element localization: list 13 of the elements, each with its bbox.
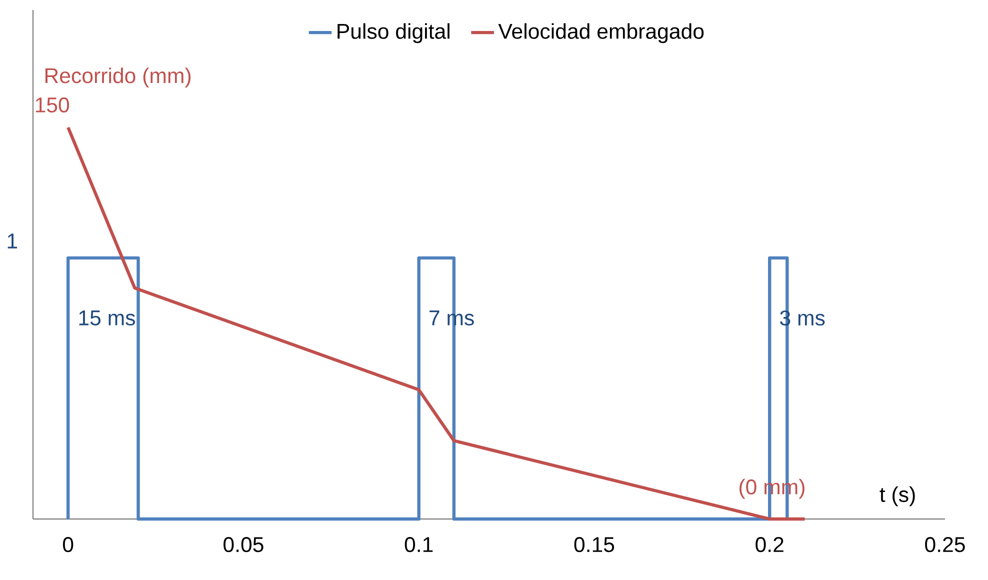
x-tick-label: 0.2 xyxy=(756,537,784,552)
text: Recorrido (mm) xyxy=(45,68,191,88)
x-tick-label: 0.15 xyxy=(574,537,614,552)
annotation: 15 ms xyxy=(79,310,135,326)
x-axis-title: t (s) xyxy=(880,486,915,506)
x-tick-label: 0.05 xyxy=(224,537,264,552)
text: 150 xyxy=(36,97,70,113)
x-tick-label: 0.1 xyxy=(404,537,433,552)
legend-label: Velocidad embragado xyxy=(498,23,704,44)
text: 1 xyxy=(8,234,18,248)
x-tick-label: 0 xyxy=(62,537,74,552)
legend-label: Pulso digital xyxy=(338,23,450,44)
x-tick-label: 0.25 xyxy=(925,537,965,552)
